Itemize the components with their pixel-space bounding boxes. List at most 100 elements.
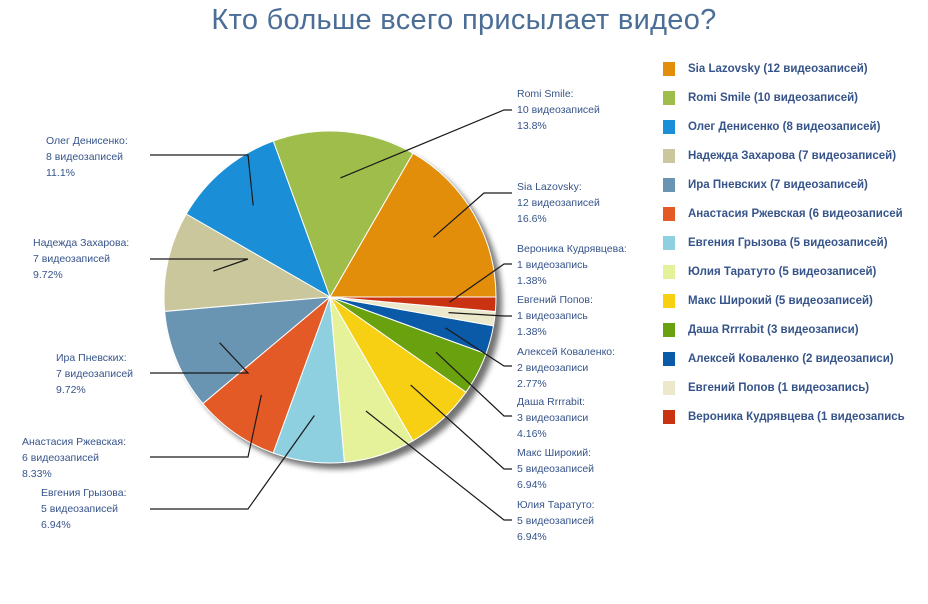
- legend-label: Юлия Таратуто (5 видеозаписей): [688, 266, 877, 278]
- leader-line: [340, 109, 512, 179]
- legend-swatch: [663, 352, 675, 366]
- legend-swatch: [663, 91, 675, 105]
- legend-item: Алексей Коваленко (2 видеозаписи): [663, 350, 928, 379]
- data-label-count: 2 видеозаписи: [517, 362, 588, 374]
- data-label-percent: 6.94%: [517, 531, 547, 543]
- legend-label: Romi Smile (10 видеозаписей): [688, 92, 859, 104]
- leader-line: [449, 263, 512, 303]
- leader-line: [433, 192, 512, 238]
- data-label-count: 7 видеозаписей: [33, 253, 110, 265]
- legend-item: Анастасия Ржевская (6 видеозаписей: [663, 205, 928, 234]
- legend-item: Romi Smile (10 видеозаписей): [663, 89, 928, 118]
- legend-label: Макс Широкий (5 видеозаписей): [688, 295, 873, 307]
- data-label-count: 5 видеозаписей: [517, 463, 594, 475]
- legend-label: Вероника Кудрявцева (1 видеозапись: [688, 411, 905, 423]
- leader-line: [365, 410, 512, 521]
- leader-line: [448, 312, 512, 317]
- data-label-name: Евгения Грызова:: [41, 487, 127, 499]
- legend-swatch: [663, 120, 675, 134]
- legend-label: Алексей Коваленко (2 видеозаписи): [688, 353, 894, 365]
- pie-slice: [164, 296, 332, 405]
- legend-item: Макс Широкий (5 видеозаписей): [663, 292, 928, 321]
- legend-item: Евгения Грызова (5 видеозаписей): [663, 234, 928, 263]
- legend-swatch: [663, 178, 675, 192]
- leader-line: [410, 384, 512, 470]
- leader-line: [150, 342, 250, 374]
- data-label-count: 8 видеозаписей: [46, 151, 123, 163]
- data-label-name: Ира Пневских:: [56, 352, 127, 364]
- legend-swatch: [663, 62, 675, 76]
- pie-slice: [329, 296, 497, 313]
- data-label-count: 5 видеозаписей: [41, 503, 118, 515]
- chart-title: Кто больше всего присылает видео?: [211, 4, 717, 36]
- data-label-count: 6 видеозаписей: [22, 452, 99, 464]
- data-label-percent: 1.38%: [517, 326, 547, 338]
- data-label-count: 10 видеозаписей: [517, 104, 600, 116]
- legend-label: Анастасия Ржевская (6 видеозаписей: [688, 208, 903, 220]
- legend-item: Надежда Захарова (7 видеозаписей): [663, 147, 928, 176]
- legend-item: Даша Rrrrabit (3 видеозаписи): [663, 321, 928, 350]
- data-label-percent: 16.6%: [517, 213, 547, 225]
- leader-line: [435, 351, 512, 417]
- data-label-count: 12 видеозаписей: [517, 197, 600, 209]
- data-label-name: Romi Smile:: [517, 88, 574, 100]
- data-label-count: 3 видеозаписи: [517, 412, 588, 424]
- data-label-percent: 4.16%: [517, 428, 547, 440]
- data-label-percent: 1.38%: [517, 275, 547, 287]
- legend-label: Даша Rrrrabit (3 видеозаписи): [688, 324, 859, 336]
- leader-line: [150, 154, 254, 206]
- data-label-percent: 2.77%: [517, 378, 547, 390]
- data-label-percent: 9.72%: [33, 269, 63, 281]
- data-label-percent: 11.1%: [46, 167, 75, 179]
- leader-line: [445, 327, 512, 367]
- data-label-name: Sia Lazovsky:: [517, 181, 582, 193]
- leader-line: [150, 415, 315, 510]
- data-label-name: Даша Rrrrabit:: [517, 396, 585, 408]
- data-label-name: Алексей Коваленко:: [517, 346, 615, 358]
- legend-label: Олег Денисенко (8 видеозаписей): [688, 121, 881, 133]
- legend-label: Евгения Грызова (5 видеозаписей): [688, 237, 888, 249]
- pie-slice: [163, 213, 332, 313]
- data-label-percent: 6.94%: [41, 519, 71, 531]
- legend-swatch: [663, 207, 675, 221]
- data-label-name: Юлия Таратуто:: [517, 499, 595, 511]
- data-label-name: Олег Денисенко:: [46, 135, 128, 147]
- data-label-name: Вероника Кудрявцева:: [517, 243, 627, 255]
- data-label-percent: 13.8%: [517, 120, 547, 132]
- legend-swatch: [663, 410, 675, 424]
- legend-swatch: [663, 294, 675, 308]
- data-label-count: 1 видеозапись: [517, 310, 588, 322]
- data-label-name: Надежда Захарова:: [33, 237, 129, 249]
- data-label-name: Евгений Попов:: [517, 294, 593, 306]
- legend-swatch: [663, 323, 675, 337]
- legend-item: Вероника Кудрявцева (1 видеозапись: [663, 408, 928, 437]
- legend-item: Sia Lazovsky (12 видеозаписей): [663, 60, 928, 89]
- data-label-count: 1 видеозапись: [517, 259, 588, 271]
- leader-line: [150, 258, 249, 272]
- pie-slice: [272, 130, 414, 299]
- pie-chart: Sia Lazovsky: 12 видеозаписей 16.6% Romi Sm…: [22, 88, 627, 543]
- legend-swatch: [663, 236, 675, 250]
- legend-item: Евгений Попов (1 видеозапись): [663, 379, 928, 408]
- data-label-count: 7 видеозаписей: [56, 368, 133, 380]
- legend-item: Ира Пневских (7 видеозаписей): [663, 176, 928, 205]
- legend-item: Юлия Таратуто (5 видеозаписей): [663, 263, 928, 292]
- pie-slice: [185, 140, 331, 299]
- legend-item: Олег Денисенко (8 видеозаписей): [663, 118, 928, 147]
- data-label-percent: 8.33%: [22, 468, 52, 480]
- legend-label: Sia Lazovsky (12 видеозаписей): [688, 63, 868, 75]
- legend-label: Ира Пневских (7 видеозаписей): [688, 179, 868, 191]
- legend-label: Надежда Захарова (7 видеозаписей): [688, 150, 897, 162]
- legend-swatch: [663, 265, 675, 279]
- leader-line: [150, 394, 262, 458]
- data-label-name: Макс Широкий:: [517, 447, 591, 459]
- data-label-count: 5 видеозаписей: [517, 515, 594, 527]
- data-label-name: Анастасия Ржевская:: [22, 436, 126, 448]
- legend-label: Евгений Попов (1 видеозапись): [688, 382, 870, 394]
- data-label-percent: 9.72%: [56, 384, 86, 396]
- legend: Sia Lazovsky (12 видеозаписей) Romi Smile…: [663, 60, 928, 437]
- pie-slice: [329, 152, 497, 298]
- data-label-percent: 6.94%: [517, 479, 547, 491]
- legend-swatch: [663, 149, 675, 163]
- pie-slice: [202, 295, 332, 454]
